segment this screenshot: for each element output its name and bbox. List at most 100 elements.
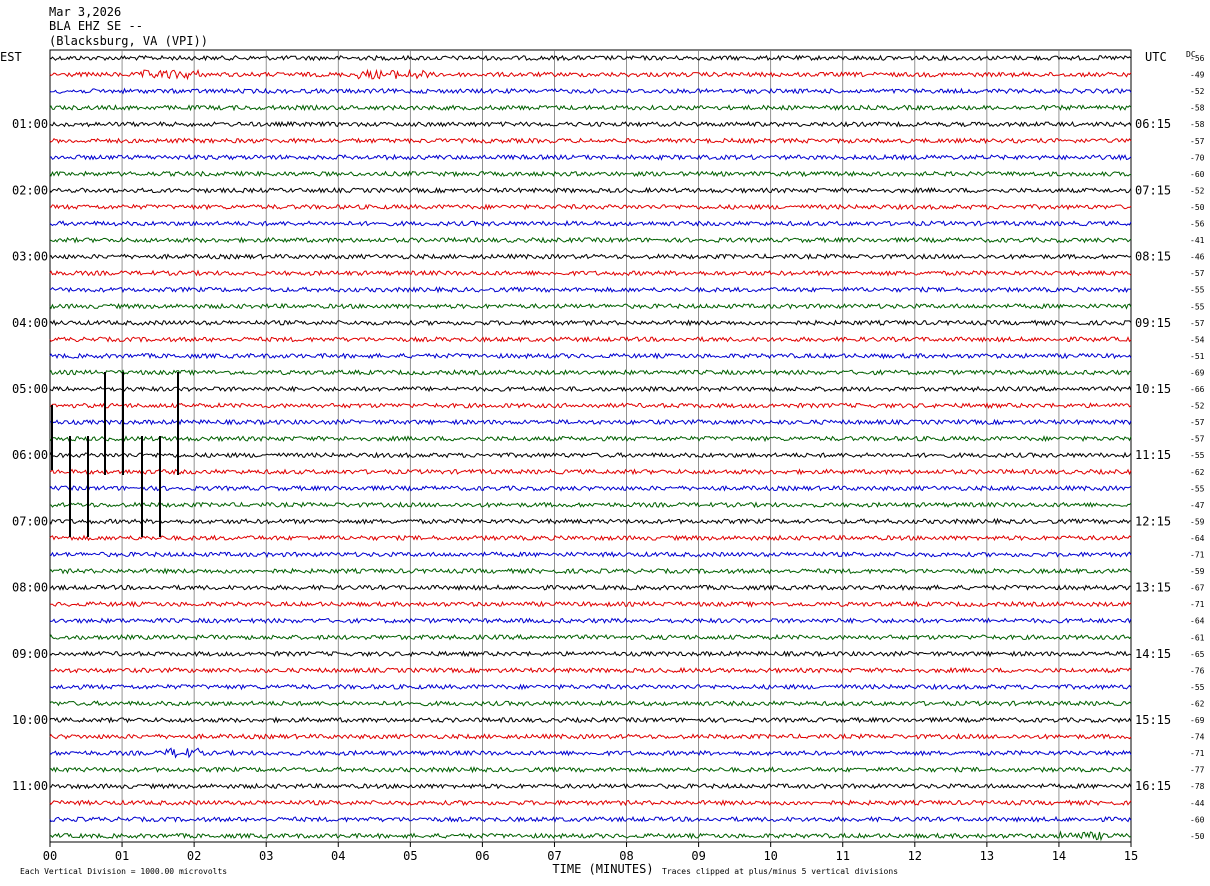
seismic-trace [49, 335, 1132, 343]
right-hour-label: 06:15 [1135, 117, 1171, 131]
dc-offset-value: -60 [1190, 170, 1205, 179]
dc-offset-value: -56 [1190, 54, 1205, 63]
left-hour-label: 04:00 [12, 316, 48, 330]
dc-offset-value: -58 [1190, 120, 1205, 129]
dc-offset-value: -52 [1190, 87, 1205, 96]
seismic-trace [49, 269, 1132, 277]
right-tz-label: UTC [1145, 50, 1167, 64]
right-hour-label: 15:15 [1135, 713, 1171, 727]
seismic-trace [49, 219, 1132, 227]
dc-offset-value: -76 [1190, 666, 1205, 675]
dc-offset-value: -47 [1190, 501, 1205, 510]
dc-offset-value: -62 [1190, 699, 1205, 708]
x-tick-label: 00 [43, 849, 57, 863]
dc-offset-value: -55 [1190, 484, 1205, 493]
seismic-trace [49, 517, 1132, 526]
x-tick-label: 12 [908, 849, 922, 863]
right-hour-label: 13:15 [1135, 581, 1171, 595]
x-tick-label: 08 [619, 849, 633, 863]
dc-offset-value: -62 [1190, 468, 1205, 477]
seismic-trace [49, 747, 1132, 759]
x-tick-label: 01 [115, 849, 129, 863]
dc-offset-value: -50 [1190, 832, 1205, 841]
dc-offset-value: -71 [1190, 551, 1205, 560]
seismic-trace [49, 137, 1132, 145]
dc-label: DC [1186, 50, 1196, 59]
x-axis-title: TIME (MINUTES) [552, 862, 653, 876]
dc-offset-value: -78 [1190, 782, 1205, 791]
seismic-trace [49, 600, 1132, 608]
dc-offset-value: -57 [1190, 418, 1205, 427]
x-tick-label: 15 [1124, 849, 1138, 863]
dc-offset-value: -66 [1190, 385, 1205, 394]
station-label: BLA EHZ SE -- [49, 19, 143, 33]
dc-offset-value: -57 [1190, 269, 1205, 278]
seismic-trace [49, 451, 1132, 459]
right-hour-label: 14:15 [1135, 647, 1171, 661]
x-tick-label: 05 [403, 849, 417, 863]
x-tick-label: 10 [763, 849, 777, 863]
seismic-trace [49, 633, 1132, 641]
dc-offset-value: -55 [1190, 286, 1205, 295]
seismic-trace [49, 153, 1132, 161]
seismic-trace [49, 617, 1132, 625]
dc-offset-value: -54 [1190, 335, 1205, 344]
left-hour-label: 08:00 [12, 581, 48, 595]
dc-offset-value: -50 [1190, 203, 1205, 212]
date-label: Mar 3,2026 [49, 5, 122, 19]
seismic-trace [49, 534, 1132, 542]
dc-offset-value: -70 [1190, 153, 1205, 162]
dc-offset-value: -69 [1190, 716, 1205, 725]
dc-offset-value: -60 [1190, 815, 1205, 824]
seismic-trace [49, 418, 1132, 426]
seismic-trace [49, 87, 1132, 95]
dc-offset-value: -59 [1190, 567, 1205, 576]
seismic-trace [49, 683, 1132, 691]
dc-offset-value: -46 [1190, 253, 1205, 262]
seismic-trace [49, 369, 1132, 377]
dc-offset-value: -71 [1190, 600, 1205, 609]
x-tick-label: 03 [259, 849, 273, 863]
right-hour-label: 09:15 [1135, 316, 1171, 330]
x-tick-label: 02 [187, 849, 201, 863]
seismic-trace [49, 352, 1132, 360]
seismic-trace [49, 584, 1131, 592]
trace-group [49, 54, 1132, 842]
dc-offset-value: -57 [1190, 137, 1205, 146]
left-hour-label: 11:00 [12, 779, 48, 793]
seismic-trace [49, 732, 1132, 740]
x-tick-label: 09 [691, 849, 705, 863]
dc-offset-value: -56 [1190, 220, 1205, 229]
right-hour-label: 07:15 [1135, 183, 1171, 197]
dc-offset-value: -55 [1190, 683, 1205, 692]
label-group: EST UTC DC 01:00 02:00 03:00 04:00 05:00 06:00 07… [0, 50, 1205, 876]
right-hour-label: 10:15 [1135, 382, 1171, 396]
seismic-trace [49, 468, 1132, 476]
seismic-trace [49, 54, 1132, 62]
scale-note: Each Vertical Division = 1000.00 microvo… [20, 867, 228, 876]
x-tick-label: 07 [547, 849, 561, 863]
seismic-trace [49, 766, 1132, 774]
seismic-trace [49, 666, 1132, 674]
x-tick-label: 04 [331, 849, 345, 863]
plot-grid [49, 49, 1132, 843]
dc-offset-value: -57 [1190, 319, 1205, 328]
dc-offset-value: -65 [1190, 650, 1205, 659]
dc-offset-value: -77 [1190, 766, 1205, 775]
dc-offset-value: -49 [1190, 71, 1205, 80]
left-hour-label: 01:00 [12, 117, 48, 131]
seismic-trace [49, 203, 1132, 211]
seismic-trace [49, 435, 1132, 443]
seismic-trace [49, 236, 1132, 244]
seismic-trace [49, 402, 1132, 409]
dc-offset-value: -44 [1190, 799, 1205, 808]
left-hour-label: 09:00 [12, 647, 48, 661]
left-hour-label: 10:00 [12, 713, 48, 727]
seismic-trace [49, 551, 1132, 558]
dc-offset-value: -69 [1190, 368, 1205, 377]
right-hour-label: 08:15 [1135, 250, 1171, 264]
left-hour-label: 03:00 [12, 250, 48, 264]
x-tick-label: 13 [980, 849, 994, 863]
location-label: (Blacksburg, VA (VPI)) [49, 34, 208, 48]
seismic-trace [49, 815, 1132, 823]
